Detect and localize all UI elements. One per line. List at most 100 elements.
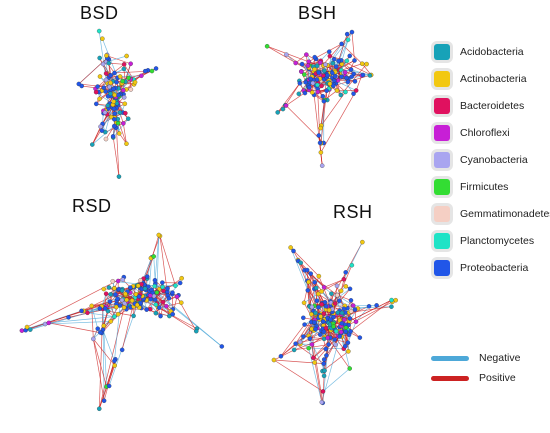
network-node — [123, 291, 128, 297]
network-edge — [294, 344, 329, 351]
network-node — [352, 58, 357, 63]
network-node — [112, 286, 117, 291]
network-node — [322, 368, 327, 373]
network-node — [349, 74, 354, 79]
network-node — [112, 111, 118, 116]
network-edge — [311, 344, 323, 403]
network-node — [117, 303, 123, 308]
network-node — [302, 90, 308, 96]
network-node — [124, 297, 129, 303]
network-node — [348, 298, 354, 303]
network-node — [280, 106, 286, 112]
network-node — [317, 60, 323, 65]
network-node — [177, 280, 183, 286]
network-node — [156, 232, 162, 238]
network-edge — [309, 273, 312, 307]
network-node — [121, 66, 127, 72]
network-node — [125, 116, 131, 121]
network-edge — [87, 293, 126, 314]
network-node — [353, 88, 359, 93]
network-node — [327, 81, 333, 87]
network-node — [352, 307, 358, 312]
network-node — [319, 163, 325, 168]
network-node — [293, 60, 298, 66]
network-node — [194, 328, 199, 334]
network-node — [116, 92, 121, 98]
network-node — [151, 293, 157, 299]
network-node — [275, 110, 280, 115]
network-node — [315, 291, 321, 297]
network-node — [360, 72, 366, 78]
network-node — [314, 77, 320, 82]
network-node — [306, 345, 311, 351]
network-node — [151, 254, 156, 259]
legend-label: Acidobacteria — [460, 46, 524, 58]
network-edge — [273, 359, 324, 392]
network-node — [66, 315, 71, 320]
network-node — [307, 84, 312, 90]
network-node — [339, 321, 345, 326]
network-edge — [303, 281, 309, 303]
legend-label: Gemmatimonadetes — [460, 208, 550, 220]
network-node — [160, 284, 165, 290]
network-node — [342, 70, 348, 75]
legend-item: Chloroflexi — [431, 121, 510, 145]
network-node — [299, 61, 305, 67]
network-node — [332, 301, 338, 306]
edge-label: Negative — [479, 352, 521, 364]
network-edge — [101, 107, 113, 131]
network-node — [334, 292, 340, 298]
edge-legend-negative: Negative — [431, 352, 520, 364]
network-edge — [107, 310, 134, 317]
network-node — [291, 347, 297, 353]
edge-label: Positive — [479, 372, 516, 384]
legend-label: Actinobacteria — [460, 73, 527, 85]
network-edge — [98, 307, 125, 409]
network-node — [352, 79, 358, 84]
network-edge — [280, 324, 305, 357]
network-node — [345, 79, 351, 85]
network-node — [338, 329, 344, 335]
network-edge — [320, 91, 346, 126]
network-node — [301, 300, 307, 306]
legend-item: Bacteroidetes — [431, 94, 524, 118]
network-node — [108, 319, 114, 324]
network-node — [104, 53, 109, 58]
network-edge — [322, 368, 350, 392]
network-node — [119, 297, 125, 303]
network-node — [106, 60, 112, 66]
network-node — [111, 123, 117, 129]
legend-swatch — [434, 233, 450, 249]
network-node — [115, 311, 121, 317]
network-node — [138, 278, 143, 283]
network-node — [302, 322, 307, 327]
panel-title-bsh: BSH — [298, 3, 337, 23]
network-node — [315, 89, 320, 95]
network-node — [336, 58, 341, 64]
legend-item: Actinobacteria — [431, 67, 527, 91]
network-node — [173, 283, 178, 288]
network-edge — [308, 348, 323, 403]
network-node — [326, 307, 332, 313]
network-node — [343, 89, 348, 95]
network-edge — [101, 305, 127, 334]
network-edge — [290, 247, 309, 291]
network-edge — [48, 316, 115, 324]
network-node — [333, 64, 339, 69]
edge-legend-positive: Positive — [431, 372, 516, 384]
network-edge — [302, 62, 321, 65]
network-node — [309, 90, 315, 95]
network-node — [297, 80, 303, 86]
network-node — [96, 28, 102, 34]
network-node — [112, 314, 117, 319]
network-node — [331, 83, 336, 89]
network-node — [334, 283, 340, 289]
network-node — [142, 68, 148, 74]
network-node — [112, 117, 117, 122]
network-edge — [93, 338, 115, 366]
network-node — [271, 357, 277, 363]
network-node — [28, 327, 33, 332]
network-node — [108, 91, 113, 96]
network-edge — [331, 74, 372, 87]
